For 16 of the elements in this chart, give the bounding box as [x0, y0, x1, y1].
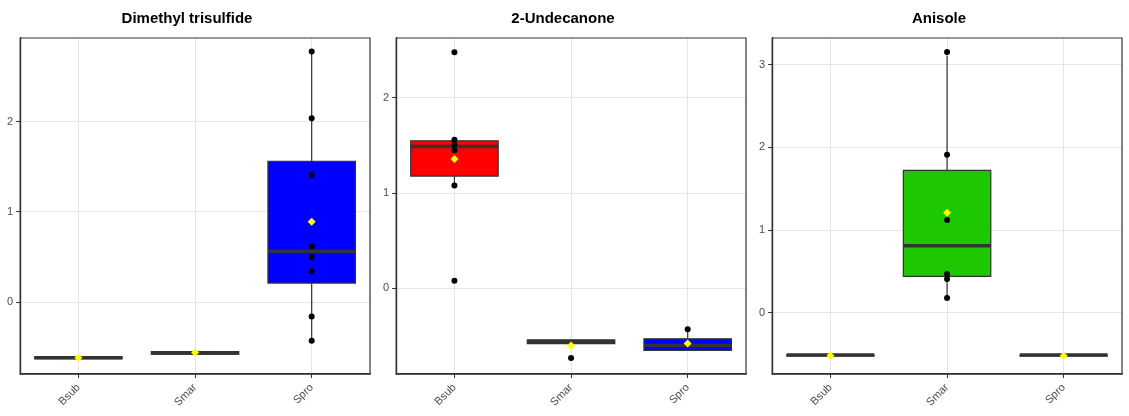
- y-tick-label: 1: [6, 204, 14, 217]
- chart-title: 2-Undecanone: [511, 9, 615, 27]
- y-tick-label: 2: [6, 114, 14, 127]
- chart-title: Dimethyl trisulfide: [121, 9, 253, 27]
- y-tick-label: 1: [382, 186, 390, 199]
- x-tick-label: Spro: [290, 380, 316, 406]
- chart-title: Anisole: [911, 9, 967, 27]
- y-tick-label: 1: [758, 223, 766, 236]
- y-tick-label: 2: [382, 91, 390, 104]
- y-tick-label: 0: [758, 305, 766, 318]
- x-tick-label: Spro: [1042, 380, 1068, 406]
- y-tick-label: 0: [6, 295, 14, 308]
- y-tick-label: 0: [382, 281, 390, 294]
- y-tick-label: 3: [758, 57, 766, 70]
- x-tick-label: Spro: [666, 380, 692, 406]
- y-tick-label: 2: [758, 140, 766, 153]
